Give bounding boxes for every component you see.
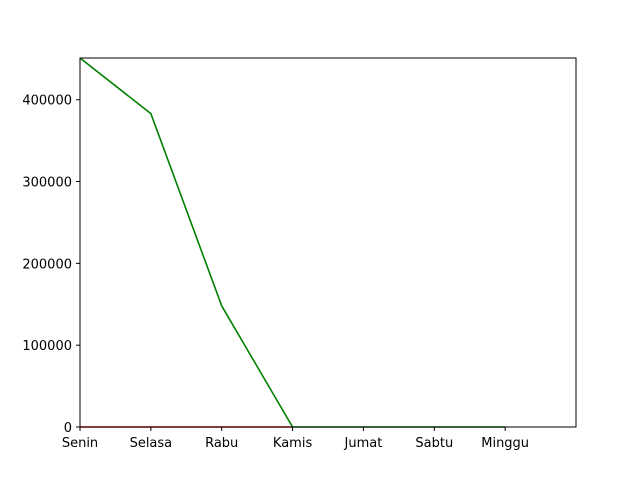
x-tick-label: Minggu <box>481 436 529 451</box>
y-tick-label: 0 <box>64 421 72 436</box>
x-tick-label: Kamis <box>273 436 313 451</box>
x-axis: Senin Selasa Rabu Kamis Jumat Sabtu Minggu <box>62 427 529 451</box>
y-tick-label: 300000 <box>22 176 72 191</box>
y-tick-label: 200000 <box>22 257 72 272</box>
x-tick-label: Jumat <box>344 436 383 451</box>
y-axis: 0 100000 200000 300000 400000 <box>22 94 80 436</box>
x-tick-label: Selasa <box>130 436 173 451</box>
x-tick-label: Senin <box>62 436 98 451</box>
y-tick-label: 100000 <box>22 339 72 354</box>
y-tick-label: 400000 <box>22 94 72 109</box>
x-tick-label: Sabtu <box>415 436 453 451</box>
x-tick-label: Rabu <box>205 436 238 451</box>
plot-frame <box>79 57 577 428</box>
